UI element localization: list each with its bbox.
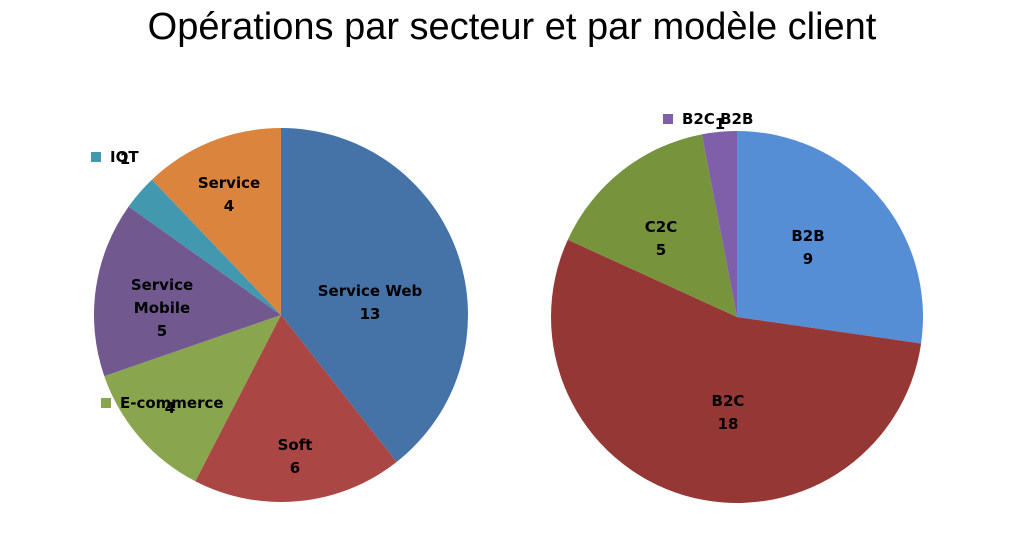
- data-label-c2c: C2C 5: [645, 218, 677, 259]
- data-label-e-commerce: 4: [165, 399, 175, 417]
- legend-key-iot: [91, 152, 101, 162]
- pie-slice-service-web: [281, 128, 469, 462]
- legend-label-iot: IOT: [110, 148, 139, 166]
- data-label-b2c: B2C 18: [712, 392, 745, 433]
- data-label-b2c-b2b: 1: [715, 115, 725, 133]
- data-label-iot: 1: [120, 150, 130, 168]
- chart-title: Opérations par secteur et par modèle cli…: [147, 6, 877, 48]
- pie-slice-soft: [195, 315, 397, 502]
- legend-key-e-commerce: [101, 398, 111, 408]
- pie-slice-b2c: [551, 239, 922, 503]
- legend-label-e-commerce: E-commerce: [120, 394, 224, 412]
- pie-slice-c2c: [567, 134, 737, 317]
- pie-slice-iot: [128, 179, 281, 315]
- data-label-service: Service 4: [198, 174, 260, 215]
- sector-pie-chart: Service Web 13 Soft 6 4 Service Mobile 5 1 Servic…: [91, 128, 469, 502]
- legend-label-b2c-b2b: B2C B2B: [682, 110, 753, 128]
- data-label-b2b: B2B 9: [791, 227, 824, 268]
- pie-slice-e-commerce: [104, 315, 281, 482]
- data-label-service-mobile: Service Mobile 5: [131, 276, 193, 340]
- legend-key-b2c-b2b: [663, 114, 673, 124]
- pie-slice-b2c-b2b: [701, 131, 737, 317]
- pie-slice-service-mobile: [93, 206, 281, 377]
- pie-slice-b2b: [737, 131, 924, 344]
- data-label-soft: Soft 6: [278, 436, 313, 477]
- pie-slice-service: [151, 128, 281, 315]
- data-label-service-web: Service Web 13: [318, 282, 423, 323]
